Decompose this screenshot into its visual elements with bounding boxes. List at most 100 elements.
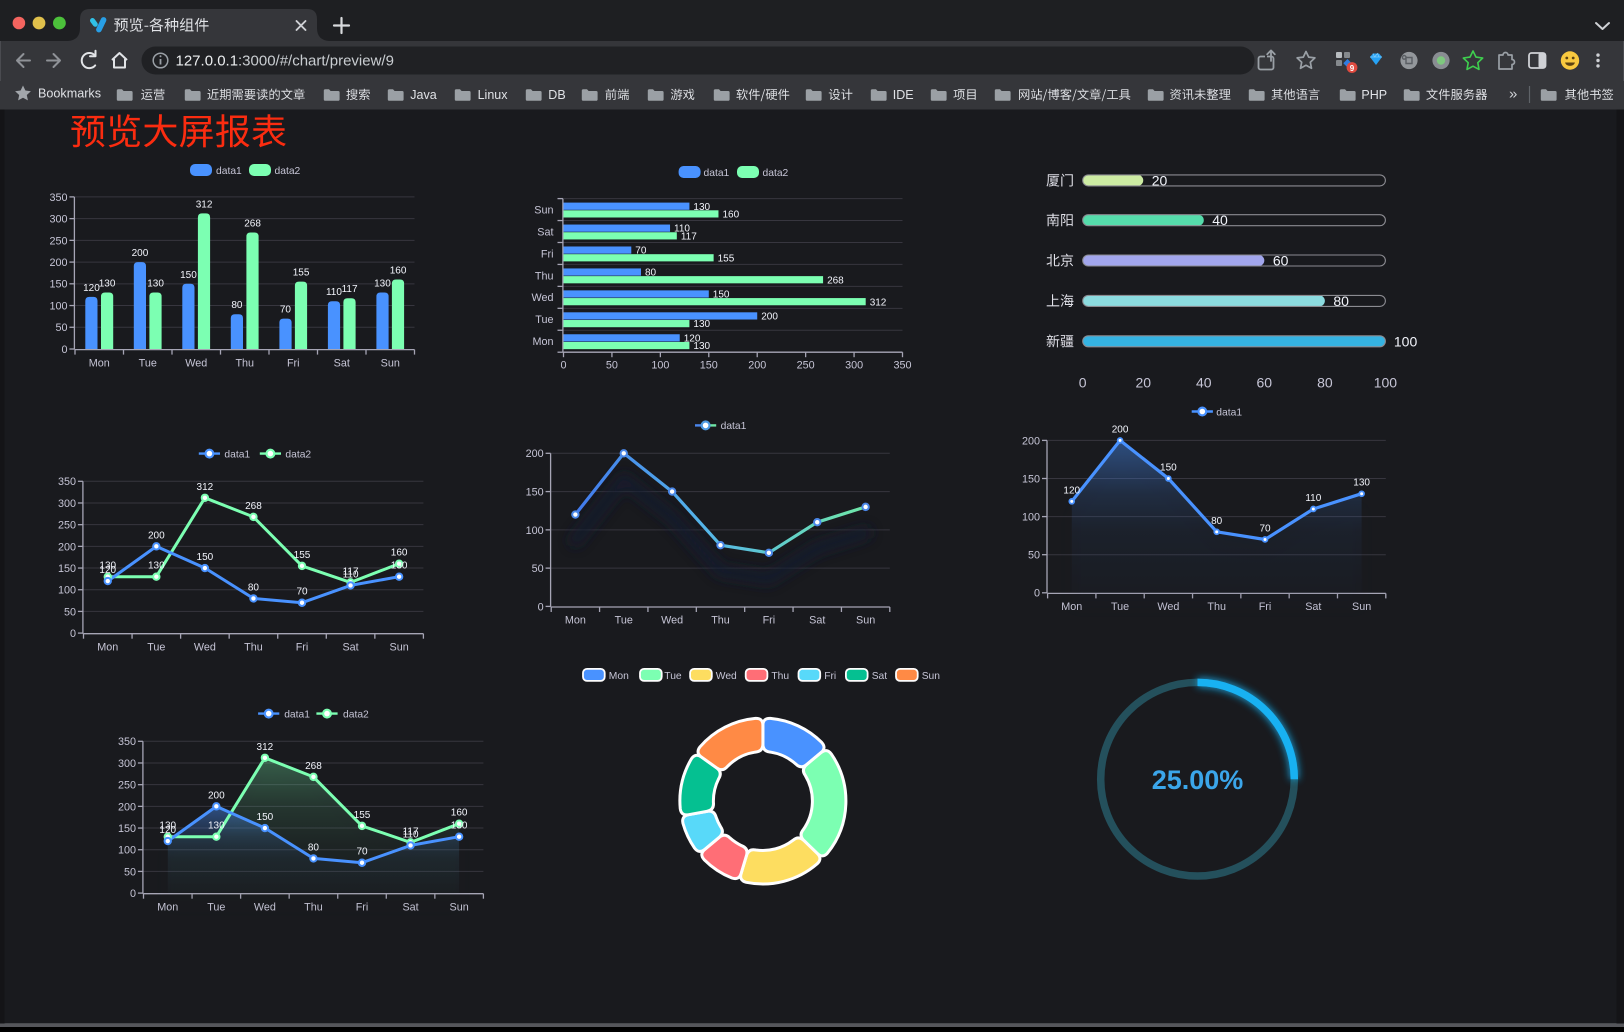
svg-text:250: 250 bbox=[49, 235, 67, 247]
svg-text:120: 120 bbox=[83, 283, 100, 294]
svg-text:117: 117 bbox=[343, 566, 359, 577]
svg-text:Thu: Thu bbox=[535, 270, 554, 282]
svg-text:200: 200 bbox=[118, 801, 136, 813]
svg-text:data1: data1 bbox=[284, 709, 310, 720]
svg-text:Sat: Sat bbox=[809, 615, 825, 627]
svg-text:300: 300 bbox=[845, 360, 863, 372]
svg-text:100: 100 bbox=[1374, 375, 1398, 391]
svg-text:80: 80 bbox=[248, 582, 260, 593]
svg-text:Tue: Tue bbox=[664, 671, 682, 682]
svg-text:100: 100 bbox=[526, 525, 544, 537]
svg-text:150: 150 bbox=[49, 279, 67, 291]
svg-text:350: 350 bbox=[49, 192, 67, 204]
svg-text:110: 110 bbox=[1305, 493, 1321, 504]
svg-text:130: 130 bbox=[208, 821, 225, 832]
svg-text:160: 160 bbox=[451, 808, 468, 819]
svg-text:»: » bbox=[1509, 86, 1517, 103]
svg-text:80: 80 bbox=[1333, 293, 1349, 309]
svg-text:268: 268 bbox=[827, 275, 844, 286]
svg-text:130: 130 bbox=[99, 561, 116, 572]
svg-text:312: 312 bbox=[197, 482, 214, 493]
svg-text:80: 80 bbox=[308, 842, 320, 853]
svg-text:110: 110 bbox=[326, 287, 342, 298]
svg-text:350: 350 bbox=[58, 476, 76, 488]
svg-text:Thu: Thu bbox=[771, 671, 789, 682]
svg-text:350: 350 bbox=[118, 736, 136, 748]
svg-text:0: 0 bbox=[560, 360, 566, 372]
svg-text:155: 155 bbox=[354, 810, 371, 821]
svg-text:150: 150 bbox=[1160, 463, 1177, 474]
svg-text:300: 300 bbox=[49, 214, 67, 226]
svg-text:Wed: Wed bbox=[661, 615, 683, 627]
svg-text:130: 130 bbox=[693, 202, 710, 213]
svg-text:data2: data2 bbox=[275, 166, 301, 177]
svg-text:200: 200 bbox=[148, 530, 165, 541]
svg-text:155: 155 bbox=[293, 268, 310, 279]
svg-text:Sun: Sun bbox=[390, 641, 409, 653]
svg-text:80: 80 bbox=[231, 300, 243, 311]
svg-text:150: 150 bbox=[526, 486, 544, 498]
svg-text:Fri: Fri bbox=[541, 248, 554, 260]
svg-text:Bookmarks: Bookmarks bbox=[38, 86, 101, 100]
svg-text:Fri: Fri bbox=[763, 615, 776, 627]
svg-text:350: 350 bbox=[893, 360, 911, 372]
svg-text:130: 130 bbox=[451, 821, 468, 832]
svg-text:130: 130 bbox=[1353, 478, 1370, 489]
svg-text:Sun: Sun bbox=[381, 357, 400, 369]
svg-text:Linux: Linux bbox=[478, 88, 509, 102]
svg-text:155: 155 bbox=[718, 253, 735, 264]
svg-text:312: 312 bbox=[257, 742, 274, 753]
svg-text:150: 150 bbox=[700, 360, 718, 372]
svg-text:Mon: Mon bbox=[89, 357, 110, 369]
svg-text:data1: data1 bbox=[1216, 407, 1242, 418]
svg-text:150: 150 bbox=[257, 812, 274, 823]
svg-text:70: 70 bbox=[356, 847, 368, 858]
svg-text:50: 50 bbox=[1028, 550, 1040, 562]
svg-text:PHP: PHP bbox=[1361, 88, 1387, 102]
svg-text:150: 150 bbox=[713, 290, 730, 301]
svg-text:130: 130 bbox=[147, 279, 164, 290]
svg-text:data2: data2 bbox=[343, 709, 369, 720]
svg-text:130: 130 bbox=[148, 561, 165, 572]
svg-text:100: 100 bbox=[651, 360, 669, 372]
svg-text:0: 0 bbox=[130, 888, 136, 900]
svg-text:data2: data2 bbox=[285, 449, 311, 460]
svg-text:300: 300 bbox=[58, 498, 76, 510]
svg-text:60: 60 bbox=[1257, 375, 1273, 391]
svg-text:100: 100 bbox=[58, 585, 76, 597]
svg-text:50: 50 bbox=[55, 322, 67, 334]
svg-text:200: 200 bbox=[748, 360, 766, 372]
svg-text:200: 200 bbox=[1112, 424, 1129, 435]
svg-text:Fri: Fri bbox=[824, 671, 836, 682]
svg-text:Thu: Thu bbox=[244, 641, 263, 653]
svg-text:0: 0 bbox=[1034, 588, 1040, 600]
svg-text:80: 80 bbox=[1211, 516, 1223, 527]
svg-text:200: 200 bbox=[761, 312, 778, 323]
svg-text:Sun: Sun bbox=[922, 671, 941, 682]
svg-text:80: 80 bbox=[645, 268, 657, 279]
svg-text:160: 160 bbox=[391, 548, 408, 559]
svg-text:130: 130 bbox=[159, 821, 176, 832]
svg-text:70: 70 bbox=[280, 305, 292, 316]
svg-text:100: 100 bbox=[1022, 512, 1040, 524]
svg-text:Mon: Mon bbox=[532, 336, 553, 348]
svg-text:200: 200 bbox=[526, 448, 544, 460]
svg-text:150: 150 bbox=[1022, 473, 1040, 485]
svg-text:268: 268 bbox=[245, 501, 262, 512]
svg-text:Tue: Tue bbox=[535, 314, 553, 326]
svg-text:Java: Java bbox=[410, 88, 436, 102]
svg-text:20: 20 bbox=[1152, 172, 1168, 188]
svg-text:155: 155 bbox=[294, 550, 311, 561]
svg-text:250: 250 bbox=[797, 360, 815, 372]
svg-text:70: 70 bbox=[296, 587, 308, 598]
svg-text:Wed: Wed bbox=[185, 357, 207, 369]
svg-text::3000/#/chart/preview/9: :3000/#/chart/preview/9 bbox=[238, 53, 394, 70]
svg-text:130: 130 bbox=[693, 341, 710, 352]
svg-text:data1: data1 bbox=[704, 168, 730, 179]
svg-text:50: 50 bbox=[124, 866, 136, 878]
svg-text:Sat: Sat bbox=[872, 671, 888, 682]
svg-text:250: 250 bbox=[58, 520, 76, 532]
svg-text:70: 70 bbox=[1259, 523, 1271, 534]
svg-text:268: 268 bbox=[244, 219, 261, 230]
svg-text:100: 100 bbox=[49, 300, 67, 312]
